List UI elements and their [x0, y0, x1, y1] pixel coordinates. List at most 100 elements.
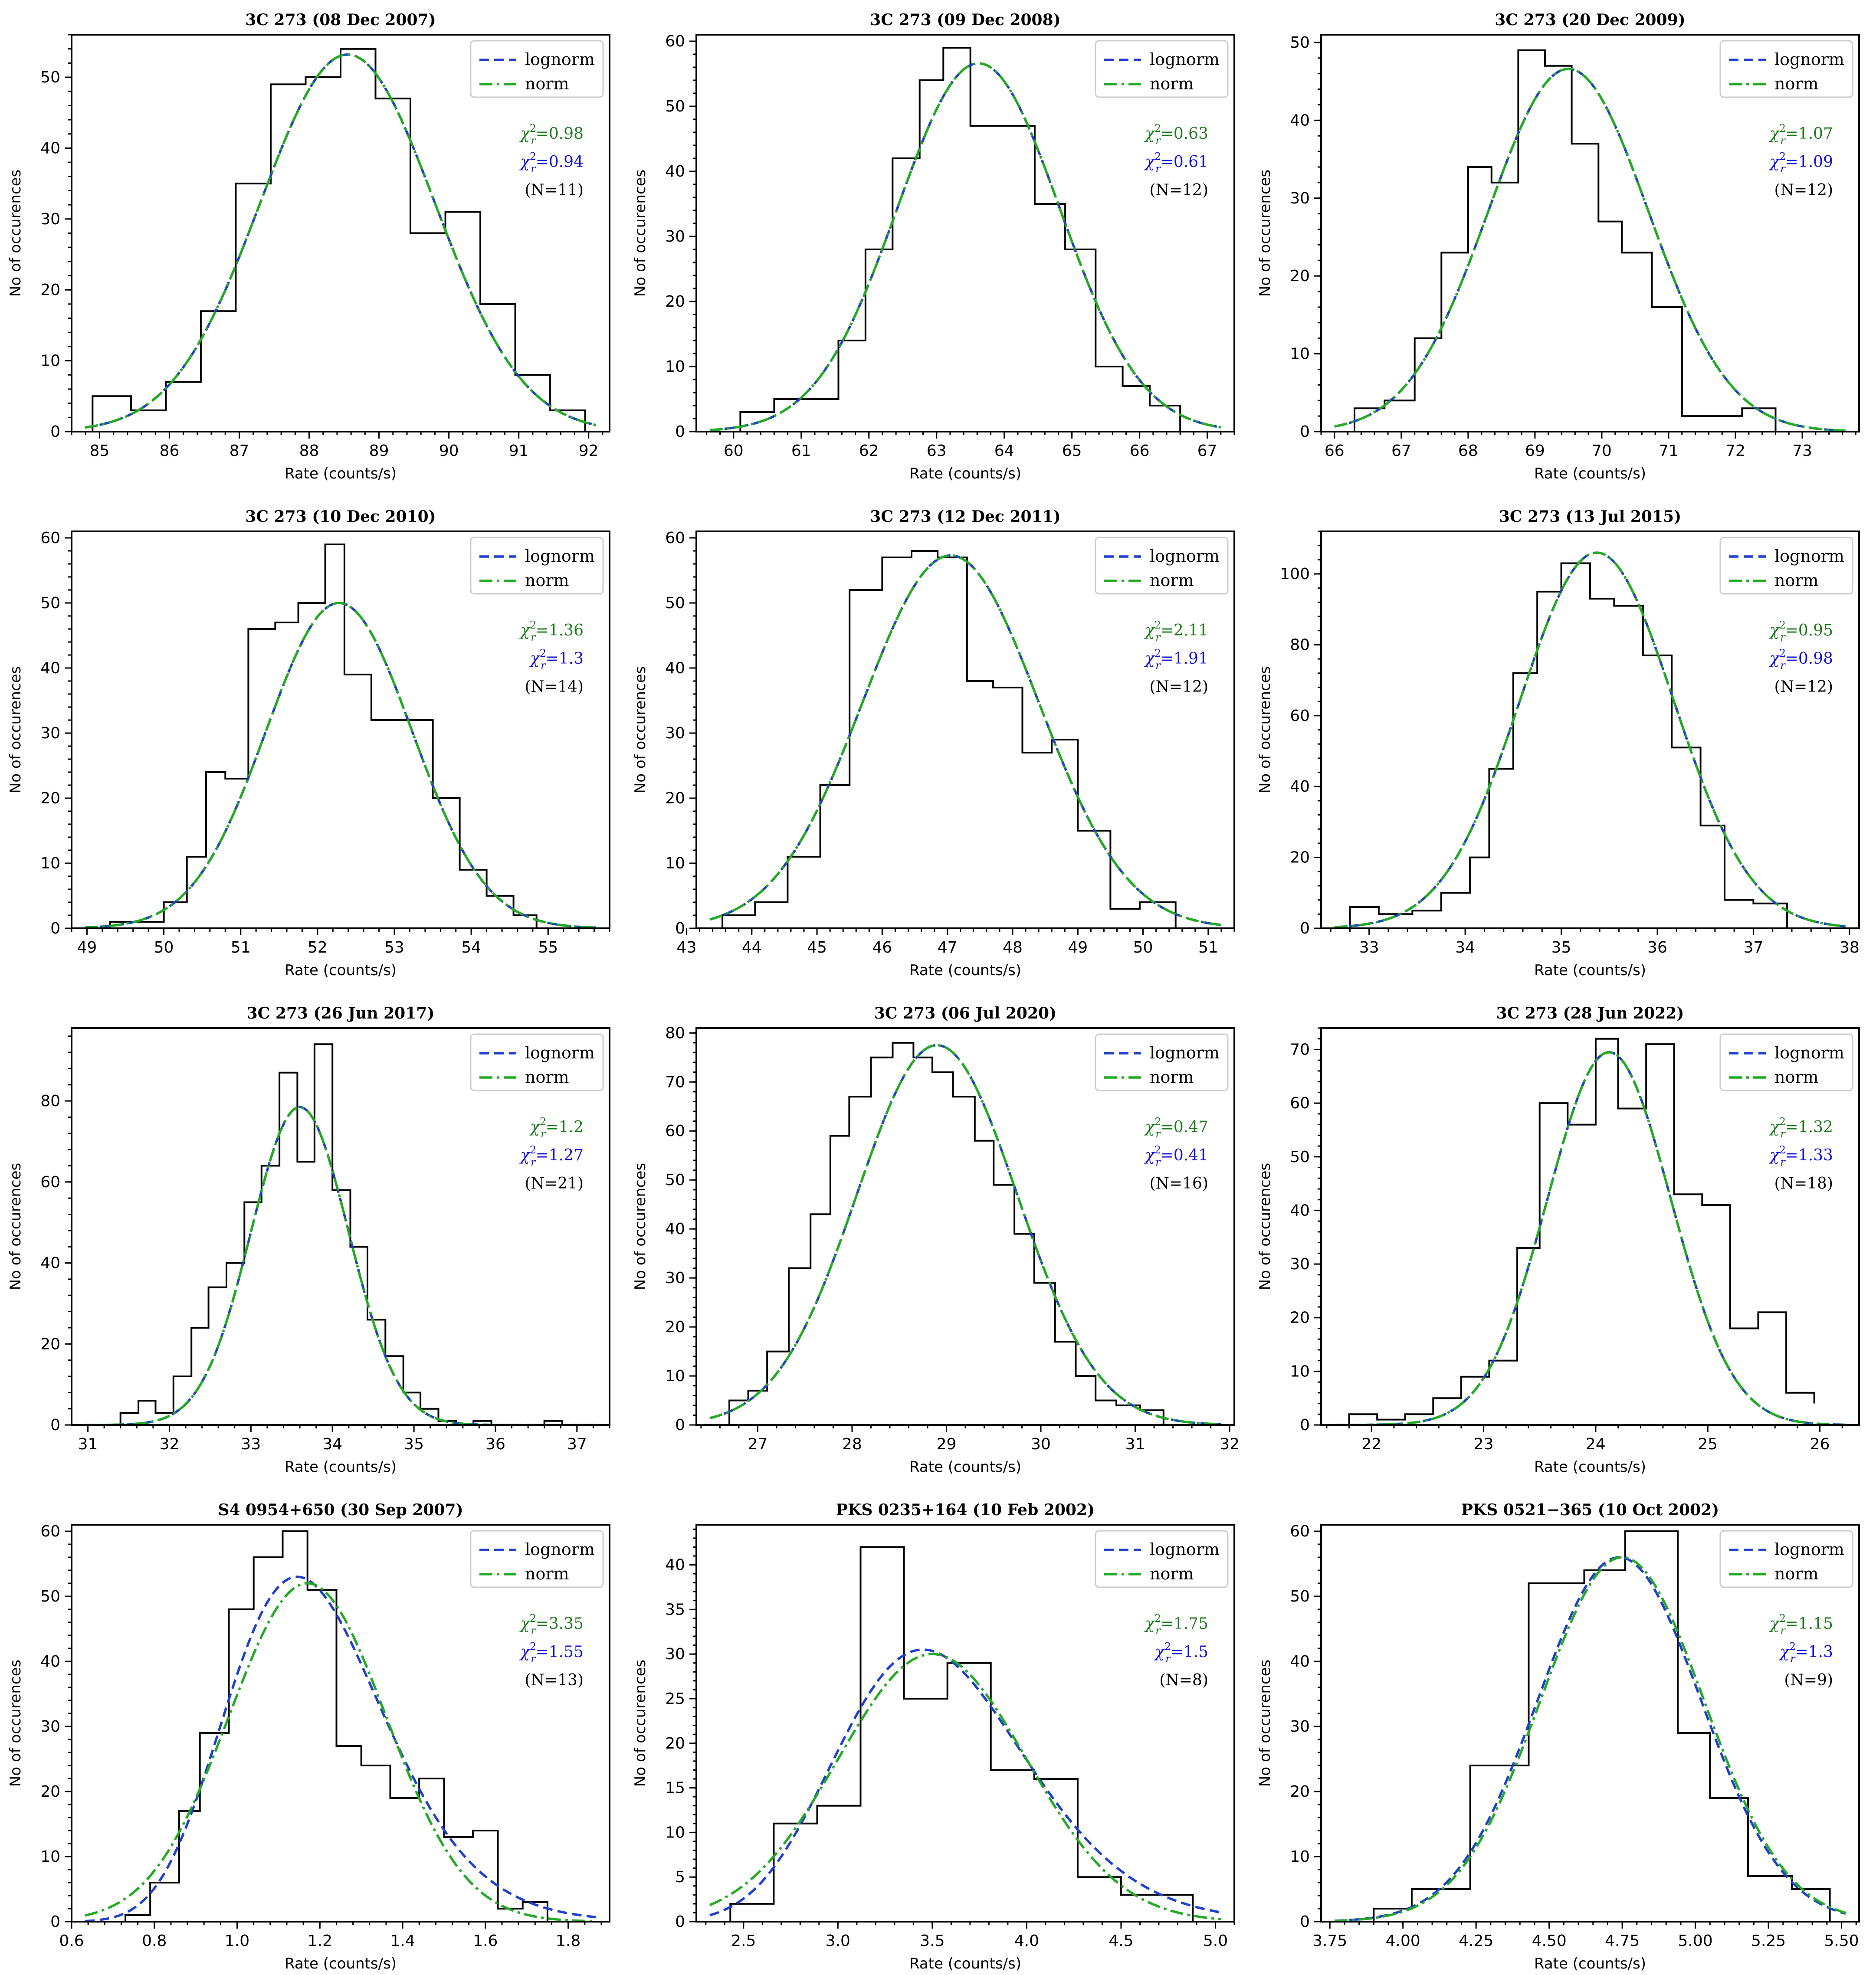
histogram-bar	[755, 902, 787, 928]
lognorm-curve	[1334, 1051, 1846, 1426]
x-tick-label: 38	[1840, 939, 1860, 956]
chi2-lognorm: χ2 r=1.09	[1768, 151, 1833, 175]
histogram-bar	[1433, 1398, 1461, 1425]
legend-norm-label: norm	[1150, 1068, 1194, 1087]
histogram-bar	[948, 1663, 991, 1922]
norm-curve	[709, 554, 1221, 927]
histogram-bar	[1725, 900, 1753, 928]
y-tick-label: 40	[1290, 778, 1310, 796]
chart-title: 3C 273 (12 Dec 2011)	[870, 508, 1060, 526]
histogram-bar	[1065, 249, 1095, 432]
x-tick-label: 1.0	[225, 1932, 249, 1950]
x-tick-label: 68	[1458, 442, 1478, 460]
x-tick-label: 53	[384, 939, 404, 956]
histogram-bar	[991, 1770, 1034, 1922]
legend-lognorm-label: lognorm	[1774, 50, 1844, 69]
y-tick-label: 0	[50, 920, 60, 937]
n-bins: (N=13)	[525, 1671, 584, 1689]
legend: lognorm norm	[470, 40, 604, 98]
y-tick-label: 10	[40, 352, 60, 370]
x-tick-label: 66	[1130, 442, 1150, 460]
legend-norm-label: norm	[1774, 74, 1819, 93]
y-tick-label: 20	[40, 1783, 60, 1801]
histogram-bar	[254, 1557, 283, 1922]
histogram-bar	[975, 1141, 994, 1425]
histogram-bar	[861, 1547, 904, 1922]
x-tick-label: 51	[1198, 939, 1218, 956]
histogram-bar	[419, 1778, 444, 1922]
y-tick-label: 80	[665, 1024, 685, 1042]
x-tick-label: 60	[724, 442, 744, 460]
histogram-bar	[1349, 1414, 1377, 1425]
legend: lognorm norm	[1095, 537, 1229, 595]
n-bins: (N=12)	[1774, 181, 1833, 199]
legend-lognorm-label: lognorm	[1150, 50, 1220, 69]
histogram-bar	[722, 915, 755, 928]
x-tick-label: 48	[1003, 939, 1023, 956]
y-tick-label: 40	[1290, 111, 1310, 129]
histogram-steps	[739, 47, 1181, 432]
chi2-norm: χ2 r=1.15	[1768, 1612, 1833, 1637]
x-tick-label: 37	[1744, 939, 1764, 956]
x-tick-label: 4.00	[1386, 1932, 1420, 1950]
legend: lognorm norm	[470, 1530, 604, 1588]
histogram-bar	[1384, 400, 1414, 432]
y-axis-label: No of occurences	[1256, 1660, 1274, 1787]
y-tick-label: 50	[1290, 1588, 1310, 1605]
y-tick-label: 10	[40, 1848, 60, 1866]
chi2-norm: χ2 r=3.35	[519, 1612, 584, 1637]
histogram-bar	[226, 1263, 244, 1425]
y-tick-label: 20	[665, 789, 685, 807]
x-tick-label: 35	[1551, 939, 1571, 956]
legend-norm-label: norm	[1774, 1564, 1819, 1583]
legend-lognorm-label: lognorm	[1150, 547, 1220, 566]
histogram-bar	[774, 1824, 817, 1922]
legend: lognorm norm	[1095, 1033, 1229, 1091]
x-axis-label: Rate (counts/s)	[285, 1458, 397, 1476]
y-tick-label: 0	[675, 920, 685, 937]
x-tick-label: 72	[1725, 442, 1745, 460]
y-tick-label: 10	[1290, 1363, 1310, 1380]
histogram-bar	[1678, 1733, 1710, 1922]
legend-norm-label: norm	[1150, 1564, 1194, 1583]
x-axis-label: Rate (counts/s)	[1534, 465, 1646, 482]
n-bins: (N=9)	[1784, 1671, 1833, 1689]
x-tick-label: 66	[1325, 442, 1345, 460]
x-tick-label: 87	[230, 442, 249, 460]
histogram-bar	[325, 544, 344, 928]
norm-curve	[1334, 551, 1846, 929]
histogram-bar	[1540, 1103, 1568, 1425]
histogram-steps	[92, 48, 586, 432]
x-tick-label: 1.4	[390, 1932, 415, 1950]
histogram-bar	[839, 341, 866, 432]
y-tick-label: 35	[665, 1601, 685, 1618]
histogram-bar	[1682, 416, 1712, 432]
lognorm-curve	[85, 1575, 597, 1923]
y-tick-label: 50	[665, 594, 685, 612]
histogram-steps	[1349, 562, 1788, 928]
x-tick-label: 4.0	[1014, 1932, 1039, 1950]
y-tick-label: 20	[1290, 267, 1310, 285]
legend-norm-label: norm	[1150, 74, 1194, 93]
histogram-bar	[1568, 1125, 1596, 1425]
histogram-bar	[1701, 825, 1725, 928]
y-tick-label: 20	[40, 281, 60, 299]
legend: lognorm norm	[1719, 1530, 1853, 1588]
histogram-bar	[932, 1072, 953, 1425]
x-tick-label: 89	[369, 442, 389, 460]
histogram-bar	[1618, 1108, 1646, 1425]
chi2-norm: χ2 r=1.36	[519, 619, 584, 643]
norm-curve	[1334, 1051, 1846, 1426]
legend-norm-label: norm	[1774, 571, 1819, 590]
histogram-bar	[336, 1746, 361, 1922]
x-tick-label: 65	[1062, 442, 1082, 460]
y-tick-label: 30	[40, 1718, 60, 1736]
x-tick-label: 32	[1220, 1435, 1240, 1453]
histogram-bar	[913, 1058, 932, 1425]
y-axis-label: No of occurences	[1256, 170, 1274, 297]
x-axis-label: Rate (counts/s)	[285, 1955, 397, 1972]
chart-title: PKS 0521−365 (10 Oct 2002)	[1461, 1501, 1719, 1519]
x-tick-label: 3.0	[826, 1932, 850, 1950]
y-tick-label: 0	[50, 1416, 60, 1434]
histogram-bar	[1034, 1779, 1078, 1922]
